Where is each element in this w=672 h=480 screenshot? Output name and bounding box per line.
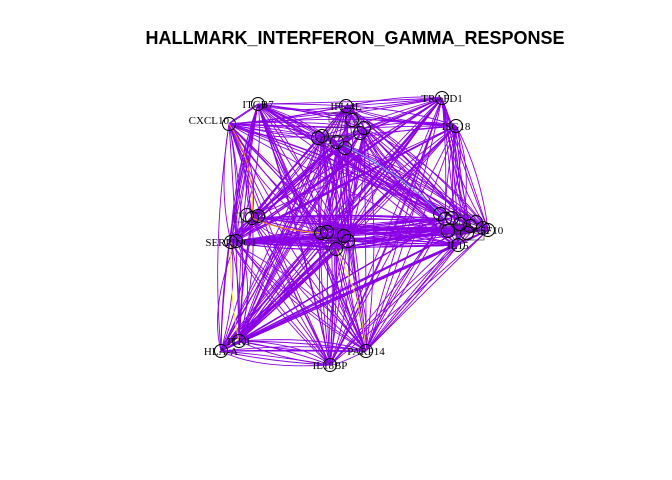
node-label: CXCL10: [189, 115, 230, 127]
graph-node: IL15: [447, 239, 469, 253]
edge-layer: [217, 97, 488, 366]
node-label: IFI44L: [330, 101, 361, 113]
node-label: HLA-A: [204, 346, 238, 358]
graph-node: IL18BP: [313, 359, 348, 373]
node-label: ITGB7: [242, 99, 274, 111]
graph-node: IFI44L: [330, 100, 361, 114]
graph-node: TRAFD1: [421, 92, 463, 106]
node-label: IL15: [447, 240, 469, 252]
node-label: SERPING1: [205, 237, 256, 249]
node-label: ISG18: [442, 121, 471, 133]
node-label: PARP14: [347, 346, 385, 358]
graph-node: PARP14: [347, 345, 385, 359]
graph-node: SERPING1: [205, 236, 256, 250]
node-label: TRAFD1: [421, 93, 463, 105]
graph-node: HLA-A: [204, 345, 238, 359]
graph-node: ISG18: [442, 120, 471, 134]
graph-node: ITGB7: [242, 98, 274, 112]
node-label: IL18BP: [313, 360, 348, 372]
